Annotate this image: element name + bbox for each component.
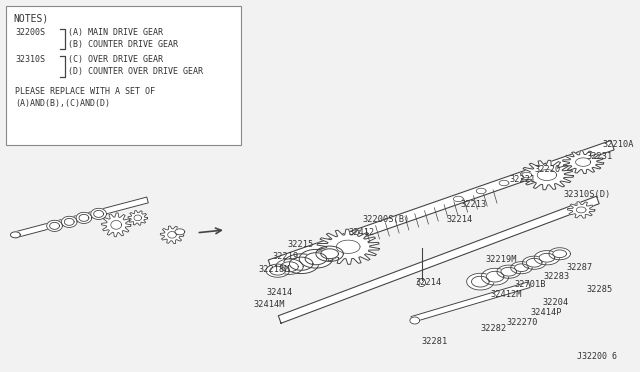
Text: 32414P: 32414P (531, 308, 562, 317)
Polygon shape (522, 172, 532, 178)
Text: 32412: 32412 (348, 228, 374, 237)
Text: 32412M: 32412M (490, 290, 522, 299)
Text: 32219: 32219 (273, 252, 299, 261)
Bar (6, 6, 241, 145)
Text: 32283: 32283 (544, 272, 570, 281)
Polygon shape (499, 180, 509, 186)
Polygon shape (539, 253, 555, 262)
Polygon shape (515, 264, 528, 272)
Text: 32414: 32414 (267, 288, 293, 296)
Polygon shape (563, 151, 604, 174)
Polygon shape (128, 211, 148, 225)
Polygon shape (453, 196, 463, 202)
Polygon shape (418, 279, 426, 286)
Text: 32310S(D): 32310S(D) (564, 190, 611, 199)
Text: 32204: 32204 (542, 298, 568, 307)
Polygon shape (160, 226, 184, 244)
Text: J32200 6: J32200 6 (577, 352, 618, 361)
Text: 32218M: 32218M (258, 265, 290, 274)
Polygon shape (481, 268, 509, 285)
Polygon shape (266, 264, 289, 277)
Text: NOTES): NOTES) (13, 14, 49, 24)
Polygon shape (411, 282, 530, 323)
Polygon shape (47, 220, 62, 231)
Text: 32231: 32231 (586, 152, 612, 161)
Polygon shape (497, 265, 520, 278)
Polygon shape (520, 160, 573, 190)
Text: 32214: 32214 (446, 215, 472, 224)
Text: 32214: 32214 (416, 278, 442, 287)
Polygon shape (568, 202, 595, 218)
Polygon shape (91, 208, 106, 219)
Text: 32310S: 32310S (15, 55, 45, 64)
Polygon shape (278, 196, 599, 323)
Polygon shape (472, 276, 489, 287)
Text: (A)AND(B),(C)AND(D): (A)AND(B),(C)AND(D) (15, 99, 110, 108)
Text: 32219M: 32219M (485, 255, 516, 264)
Polygon shape (553, 250, 566, 257)
Polygon shape (321, 249, 339, 259)
Text: 32281: 32281 (422, 337, 448, 346)
Text: 32282: 32282 (481, 324, 507, 333)
Text: (B) COUNTER DRIVE GEAR: (B) COUNTER DRIVE GEAR (68, 39, 178, 49)
Text: (D) COUNTER OVER DRIVE GEAR: (D) COUNTER OVER DRIVE GEAR (68, 67, 204, 76)
Text: (A) MAIN DRIVE GEAR: (A) MAIN DRIVE GEAR (68, 28, 163, 36)
Polygon shape (270, 266, 285, 275)
Polygon shape (467, 273, 494, 290)
Polygon shape (281, 262, 298, 272)
Polygon shape (549, 248, 570, 260)
Polygon shape (76, 212, 92, 224)
Polygon shape (476, 188, 486, 194)
Polygon shape (289, 257, 313, 270)
Text: 32213: 32213 (461, 200, 487, 209)
Text: 32210A: 32210A (603, 140, 634, 149)
Polygon shape (300, 249, 333, 268)
Polygon shape (93, 211, 104, 217)
Polygon shape (268, 141, 614, 269)
Text: 32285: 32285 (586, 285, 612, 294)
Polygon shape (511, 262, 532, 274)
Text: 32200S: 32200S (15, 28, 45, 36)
Text: 32701B: 32701B (515, 280, 546, 289)
Polygon shape (65, 218, 74, 225)
Polygon shape (305, 253, 326, 265)
Polygon shape (501, 267, 516, 276)
Polygon shape (410, 317, 420, 324)
Text: 32287: 32287 (566, 263, 593, 272)
Polygon shape (276, 259, 303, 275)
Polygon shape (79, 214, 89, 221)
Polygon shape (316, 246, 343, 262)
Polygon shape (526, 258, 542, 267)
Text: 32221: 32221 (509, 175, 536, 184)
Polygon shape (175, 229, 185, 235)
Polygon shape (522, 256, 546, 269)
Polygon shape (50, 222, 60, 229)
Text: 32220: 32220 (534, 165, 561, 174)
Text: 32414M: 32414M (253, 299, 285, 309)
Polygon shape (10, 232, 20, 238)
Text: (C) OVER DRIVE GEAR: (C) OVER DRIVE GEAR (68, 55, 163, 64)
Polygon shape (15, 197, 148, 238)
Text: PLEASE REPLACE WITH A SET OF: PLEASE REPLACE WITH A SET OF (15, 87, 156, 96)
Text: 322270: 322270 (507, 318, 538, 327)
Text: 32215: 32215 (287, 240, 314, 249)
Polygon shape (486, 271, 504, 282)
Polygon shape (284, 254, 319, 273)
Text: 32200S(B): 32200S(B) (363, 215, 410, 224)
Polygon shape (61, 216, 77, 227)
Polygon shape (534, 251, 559, 265)
Polygon shape (102, 213, 131, 237)
Polygon shape (317, 229, 380, 264)
